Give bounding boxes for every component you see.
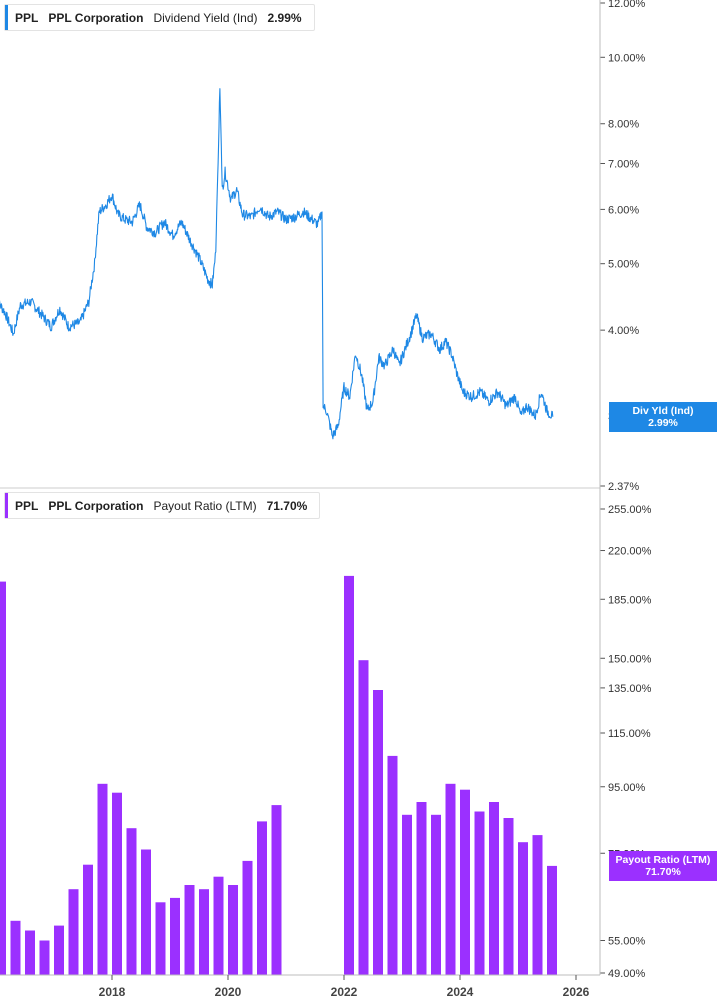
y-tick-label: 6.00%: [608, 204, 639, 216]
payout-bar[interactable]: [185, 885, 195, 975]
legend-company-name: PPL Corporation: [48, 11, 143, 25]
legend-company-name: PPL Corporation: [48, 499, 143, 513]
y-tick-label: 115.00%: [608, 728, 651, 740]
payout-bar[interactable]: [446, 784, 456, 975]
x-tick-label: 2022: [331, 985, 358, 999]
y-tick-label: 8.00%: [608, 119, 639, 131]
y-tick-label: 55.00%: [608, 936, 646, 948]
legend-ticker: PPL: [15, 11, 38, 25]
legend-metric: Payout Ratio (LTM): [153, 499, 256, 513]
x-tick-label: 2026: [563, 985, 590, 999]
y-tick-label: 95.00%: [608, 782, 646, 794]
legend-dividend-yield[interactable]: PPL PPL Corporation Dividend Yield (Ind)…: [4, 4, 315, 31]
payout-bar[interactable]: [98, 784, 108, 975]
payout-bar[interactable]: [0, 582, 6, 975]
payout-bar[interactable]: [533, 835, 543, 975]
y-tick-label: 2.37%: [608, 481, 639, 493]
y-tick-label: 7.00%: [608, 159, 639, 171]
payout-ratio-panel: 255.00% 220.00% 185.00% 150.00% 135.00% 115.0…: [0, 504, 652, 980]
payout-bar[interactable]: [475, 812, 485, 976]
tag-value: 2.99%: [609, 417, 717, 429]
dividend-yield-panel: 12.00% 10.00% 8.00% 7.00% 6.00% 5.00% 4.00% 2.3…: [0, 0, 646, 493]
payout-bar[interactable]: [11, 921, 21, 975]
payout-bar[interactable]: [547, 866, 557, 975]
x-axis: 2018 2020 2022 2024 2026: [99, 975, 590, 999]
payout-bar[interactable]: [25, 931, 35, 976]
payout-bar[interactable]: [504, 818, 514, 975]
payout-bar[interactable]: [344, 576, 354, 975]
legend-ticker: PPL: [15, 499, 38, 513]
x-tick-label: 2020: [215, 985, 242, 999]
payout-bar[interactable]: [402, 815, 412, 975]
series-line-dividend-yield: [0, 89, 553, 439]
payout-bar[interactable]: [359, 660, 369, 975]
y-tick-label: 255.00%: [608, 504, 652, 516]
y-tick-label: 220.00%: [608, 546, 652, 558]
x-tick-label: 2024: [447, 985, 474, 999]
payout-bar[interactable]: [417, 802, 427, 975]
last-value-tag-payout: Payout Ratio (LTM) 71.70%: [609, 851, 717, 881]
payout-bar[interactable]: [40, 941, 50, 976]
y-tick-label: 185.00%: [608, 594, 652, 606]
y-tick-label: 4.00%: [608, 325, 639, 337]
payout-bar[interactable]: [518, 842, 528, 975]
last-value-tag-yield: Div Yld (Ind) 2.99%: [609, 402, 717, 432]
legend-metric: Dividend Yield (Ind): [153, 11, 257, 25]
payout-bar[interactable]: [257, 821, 267, 975]
payout-bar[interactable]: [214, 877, 224, 975]
y-tick-label: 49.00%: [608, 968, 646, 980]
payout-bar[interactable]: [83, 865, 93, 975]
y-tick-label: 12.00%: [608, 0, 646, 10]
y-tick-label: 135.00%: [608, 683, 652, 695]
y-tick-label: 10.00%: [608, 52, 646, 64]
payout-bar[interactable]: [228, 885, 238, 975]
payout-bar[interactable]: [156, 902, 166, 975]
payout-bar[interactable]: [272, 805, 282, 975]
y-tick-label: 5.00%: [608, 259, 639, 271]
legend-value: 2.99%: [268, 11, 302, 25]
y-tick-label: 150.00%: [608, 653, 652, 665]
payout-bar[interactable]: [69, 889, 79, 975]
payout-bar[interactable]: [431, 815, 441, 975]
payout-bar[interactable]: [127, 828, 137, 975]
x-tick-label: 2018: [99, 985, 126, 999]
legend-swatch-payout: [5, 493, 8, 518]
payout-bar[interactable]: [112, 793, 122, 975]
payout-bar[interactable]: [388, 756, 398, 975]
payout-bar[interactable]: [141, 850, 151, 976]
legend-swatch-yield: [5, 5, 8, 30]
payout-bar[interactable]: [199, 889, 209, 975]
payout-bar[interactable]: [373, 690, 383, 975]
payout-bar[interactable]: [170, 898, 180, 975]
tag-value: 71.70%: [609, 866, 717, 878]
tag-label: Div Yld (Ind): [609, 405, 717, 417]
legend-value: 71.70%: [267, 499, 308, 513]
payout-bar[interactable]: [54, 926, 64, 975]
payout-bar[interactable]: [489, 802, 499, 975]
payout-bar[interactable]: [460, 790, 470, 975]
tag-label: Payout Ratio (LTM): [609, 854, 717, 866]
legend-payout-ratio[interactable]: PPL PPL Corporation Payout Ratio (LTM) 7…: [4, 492, 320, 519]
payout-bar[interactable]: [243, 861, 253, 975]
